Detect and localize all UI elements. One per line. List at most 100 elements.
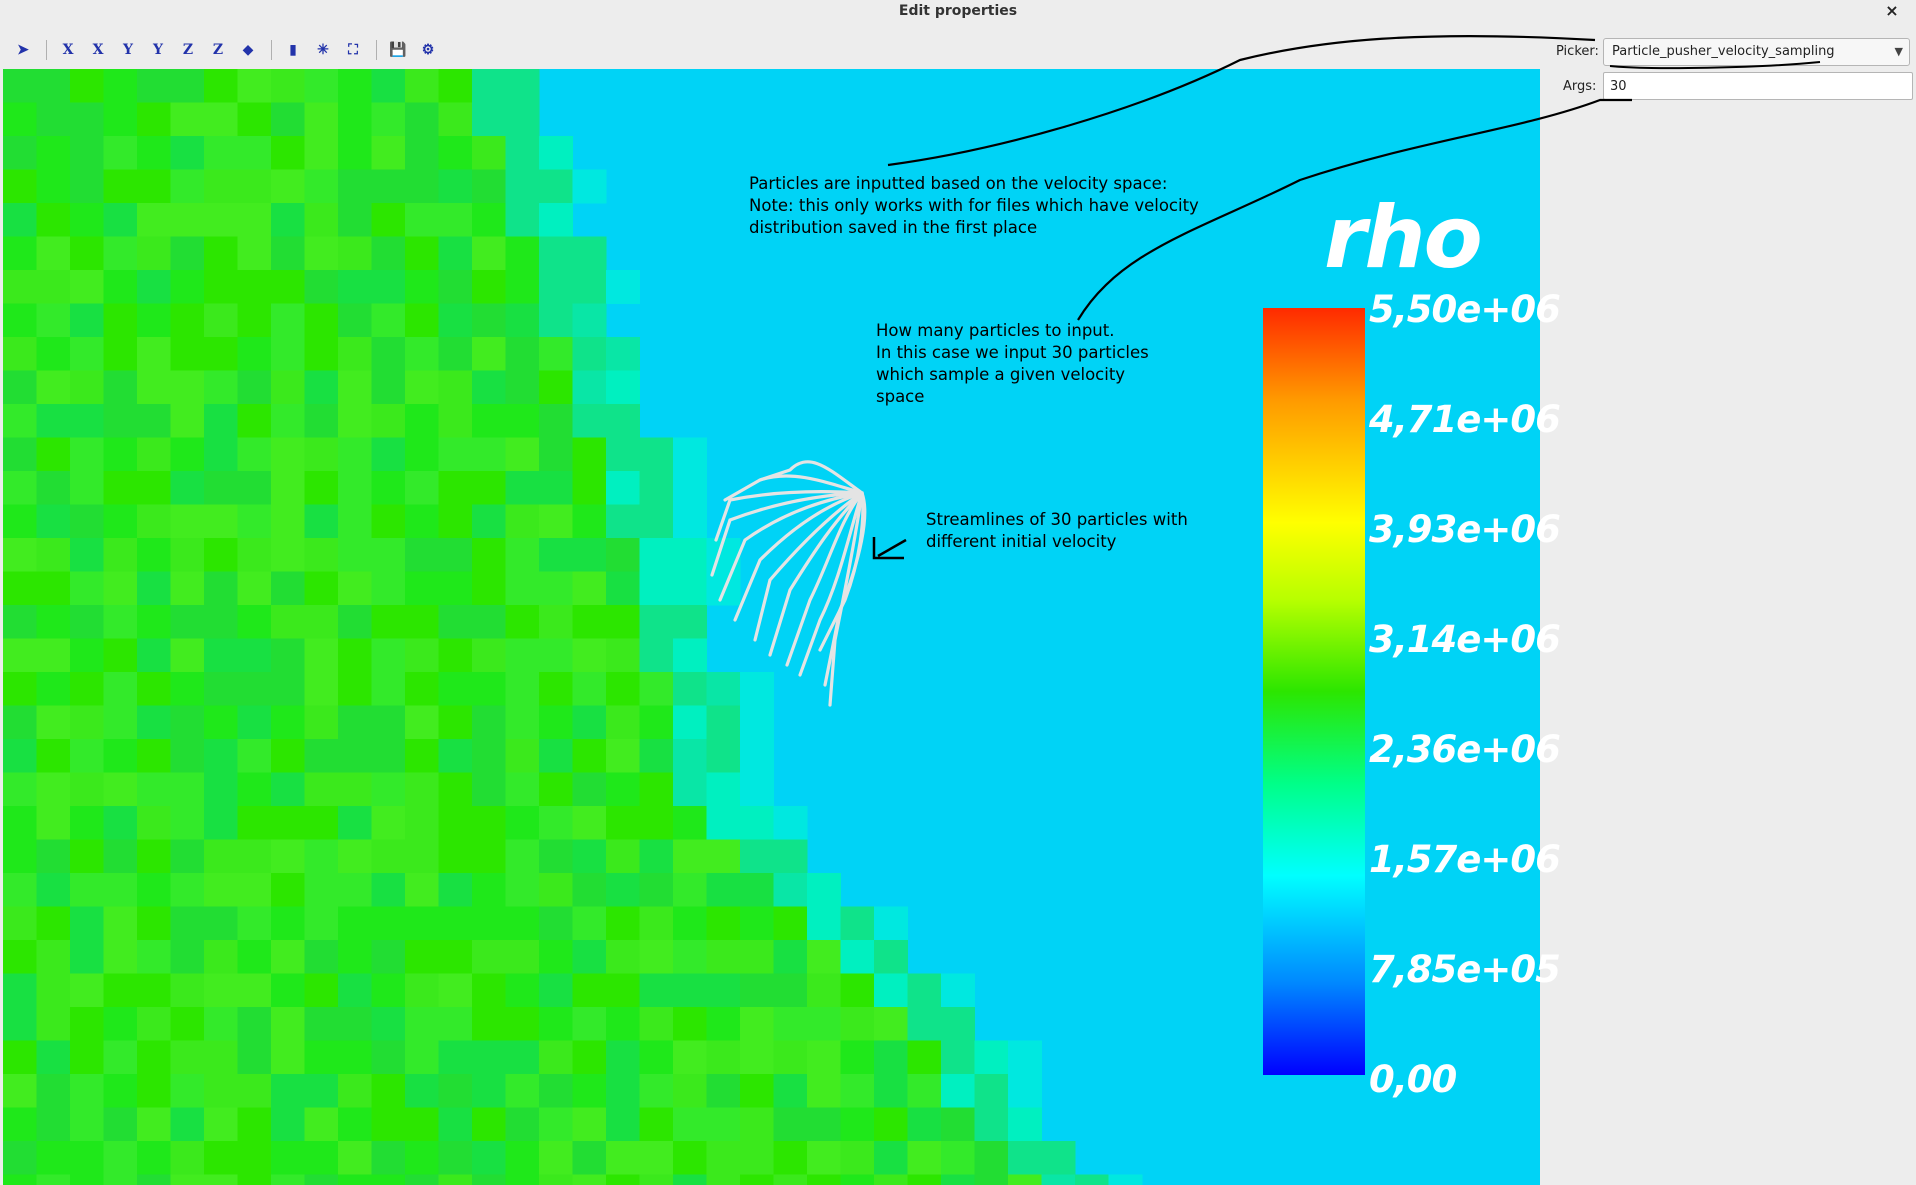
view-z-minus-icon[interactable]: Z [212, 42, 224, 58]
density-cell [70, 839, 104, 874]
density-cell [170, 806, 205, 840]
density-cell [606, 370, 640, 405]
colorbar [1263, 308, 1365, 1075]
density-cell [505, 303, 540, 338]
density-cell [539, 940, 573, 974]
view-y-minus-icon[interactable]: Y [153, 42, 163, 58]
density-cell [36, 404, 71, 438]
density-cell [639, 437, 674, 472]
density-cell [237, 839, 272, 874]
view-y-plus-icon[interactable]: Y [123, 42, 133, 58]
density-cell [706, 1074, 741, 1108]
settings-icon[interactable]: ⚙ [421, 42, 435, 58]
density-cell [237, 136, 272, 170]
density-cell [137, 873, 171, 907]
density-cell [539, 1174, 573, 1185]
density-cell [539, 638, 573, 673]
args-input[interactable] [1603, 72, 1913, 100]
view-x-plus-icon[interactable]: X [62, 42, 74, 58]
density-cell [606, 1107, 640, 1142]
density-cell [204, 940, 238, 974]
close-icon[interactable]: × [1885, 1, 1899, 20]
fit-view-icon[interactable]: ⛶ [348, 42, 358, 58]
density-cell [204, 672, 238, 706]
colorbar-toggle-icon[interactable]: ▮ [289, 42, 297, 58]
density-cell [36, 839, 71, 874]
density-cell [807, 1074, 841, 1108]
density-cell [36, 1040, 71, 1075]
properties-panel [1540, 69, 1916, 1185]
view-iso-icon[interactable]: ◆ [242, 42, 254, 58]
density-cell [740, 973, 774, 1008]
density-cell [405, 169, 439, 204]
density-cell [673, 471, 707, 505]
density-cell [137, 136, 171, 170]
density-cell [371, 1074, 406, 1108]
density-cell [237, 973, 272, 1008]
density-cell [338, 839, 372, 874]
density-cell [572, 1007, 607, 1041]
density-cell [572, 1141, 607, 1175]
density-cell [505, 471, 540, 505]
density-cell [170, 906, 205, 941]
picker-select[interactable]: Particle_pusher_velocity_sampling ▼ [1603, 38, 1910, 66]
density-cell [472, 739, 506, 773]
density-cell [405, 940, 439, 974]
density-cell [103, 571, 138, 606]
density-cell [70, 504, 104, 539]
density-cell [70, 1174, 104, 1185]
density-cell [170, 873, 205, 907]
density-cell [70, 1107, 104, 1142]
density-cell [3, 337, 37, 371]
density-cell [170, 839, 205, 874]
axes-toggle-icon[interactable]: ✳ [317, 42, 329, 58]
density-cell [3, 136, 37, 170]
density-cell [807, 1141, 841, 1175]
save-icon[interactable]: 💾 [389, 42, 407, 58]
density-cell [1041, 1174, 1076, 1185]
density-cell [304, 1174, 339, 1185]
density-cell [338, 538, 372, 572]
pointer-tool-icon[interactable]: ➤ [17, 42, 29, 58]
density-cell [137, 806, 171, 840]
density-cell [438, 1007, 473, 1041]
density-cell [1075, 1174, 1109, 1185]
density-cell [505, 1040, 540, 1075]
density-cell [170, 337, 205, 371]
density-cell [472, 404, 506, 438]
density-cell [505, 538, 540, 572]
density-cell [170, 504, 205, 539]
density-cell [539, 839, 573, 874]
density-cell [371, 102, 406, 137]
density-cell [438, 136, 473, 170]
density-cell [740, 1174, 774, 1185]
density-field[interactable] [3, 69, 1540, 1185]
density-cell [606, 1040, 640, 1075]
window-title: Edit properties [898, 3, 1018, 19]
density-cell [405, 504, 439, 539]
density-cell [673, 806, 707, 840]
density-cell [840, 1074, 875, 1108]
density-cell [773, 906, 808, 941]
density-cell [70, 672, 104, 706]
density-cell [438, 638, 473, 673]
density-cell [204, 538, 238, 572]
view-z-plus-icon[interactable]: Z [182, 42, 194, 58]
density-cell [472, 303, 506, 338]
density-cell [438, 538, 473, 572]
view-x-minus-icon[interactable]: X [92, 42, 104, 58]
density-cell [70, 772, 104, 807]
density-cell [572, 471, 607, 505]
density-cell [773, 1174, 808, 1185]
colorbar-tick-label: 3,14e+06 [1369, 618, 1561, 661]
density-cell [304, 839, 339, 874]
density-cell [606, 973, 640, 1008]
density-cell [103, 906, 138, 941]
density-cell [338, 203, 372, 237]
density-cell [271, 69, 305, 103]
density-cell [639, 973, 674, 1008]
density-cell [103, 504, 138, 539]
density-cell [572, 504, 607, 539]
density-cell [572, 605, 607, 639]
density-cell [36, 906, 71, 941]
